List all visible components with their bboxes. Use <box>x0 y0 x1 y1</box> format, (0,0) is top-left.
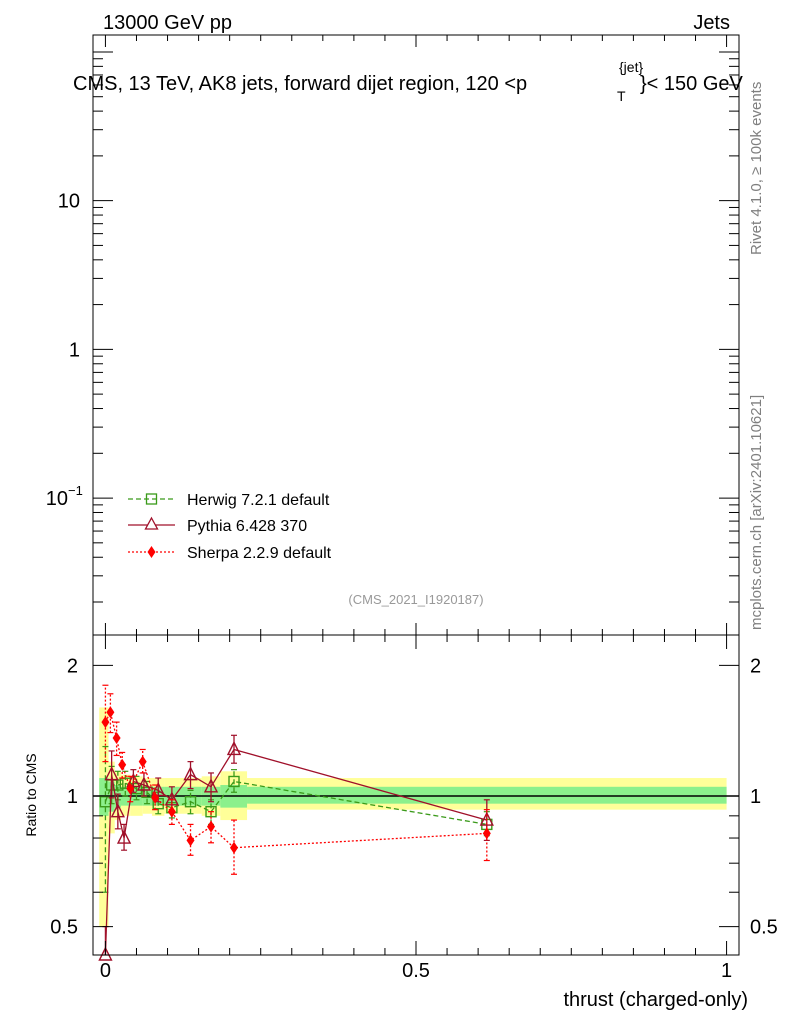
ratio-band-outer <box>99 707 109 927</box>
ratio-y-tick-label-left: 0.5 <box>50 917 78 939</box>
plot-title: CMS, 13 TeV, AK8 jets, forward dijet reg… <box>73 59 744 104</box>
ratio-y-tick-label-left: 2 <box>67 655 78 677</box>
legend: Herwig 7.2.1 default Pythia 6.428 370 Sh… <box>128 492 332 562</box>
main-y-tick-label: 1 <box>69 339 80 361</box>
data-point-pythia <box>203 778 219 793</box>
x-axis-label: thrust (charged-only) <box>563 989 748 1011</box>
legend-marker-herwig <box>145 493 158 505</box>
main-y-tick-label: 10 <box>46 488 68 510</box>
collision-label: 13000 GeV pp <box>103 12 232 34</box>
data-point-sherpa <box>167 805 176 818</box>
plot-title-tail: }< 150 GeV <box>640 73 744 95</box>
data-point-pythia <box>226 740 242 756</box>
main-y-tick-exponent: −1 <box>68 483 83 498</box>
legend-entry-herwig: Herwig 7.2.1 default <box>128 492 330 509</box>
data-point-sherpa <box>151 791 160 804</box>
legend-entry-pythia: Pythia 6.428 370 <box>128 516 307 535</box>
legend-entry-sherpa: Sherpa 2.2.9 default <box>128 545 332 562</box>
data-point-sherpa <box>126 782 135 795</box>
data-point-sherpa <box>138 755 147 768</box>
ratio-panel: 2 2 1 1 0.5 0.5 0 0.5 1 <box>50 634 778 982</box>
data-point-pythia <box>104 766 119 781</box>
data-point-pythia <box>110 803 125 818</box>
data-point-sherpa <box>230 841 239 854</box>
legend-label-pythia: Pythia 6.428 370 <box>187 518 307 535</box>
data-point-herwig <box>184 796 197 808</box>
legend-label-herwig: Herwig 7.2.1 default <box>187 492 330 509</box>
plot-title-sub: T <box>617 88 626 104</box>
data-point-sherpa <box>101 716 110 729</box>
analysis-watermark: (CMS_2021_I1920187) <box>348 592 483 607</box>
data-point-herwig <box>205 805 217 818</box>
ratio-y-tick-label-right: 2 <box>750 655 761 677</box>
mcplots-label: mcplots.cern.ch [arXiv:2401.10621] <box>748 395 765 630</box>
data-point-pythia <box>479 811 494 826</box>
plot-title-sup: {jet} <box>619 59 643 75</box>
plot-title-main: CMS, 13 TeV, AK8 jets, forward dijet reg… <box>73 73 527 95</box>
x-tick-label: 1 <box>721 960 732 982</box>
data-point-pythia <box>98 946 113 961</box>
legend-marker-pythia <box>144 516 159 530</box>
data-point-sherpa <box>106 706 115 719</box>
ratio-y-axis-label: Ratio to CMS <box>23 753 39 836</box>
data-point-herwig <box>228 775 240 788</box>
ratio-y-tick-label-right: 1 <box>750 786 761 808</box>
data-point-herwig <box>141 786 153 798</box>
data-point-pythia <box>136 776 152 791</box>
data-point-pythia <box>116 829 132 844</box>
x-tick-label: 0 <box>100 960 111 982</box>
ratio-y-tick-label-right: 0.5 <box>750 917 778 939</box>
data-point-sherpa <box>118 758 127 771</box>
data-point-sherpa <box>207 820 216 833</box>
ratio-y-tick-label-left: 1 <box>67 786 78 808</box>
ratio-band-inner <box>247 786 727 804</box>
data-point-pythia <box>164 791 180 806</box>
x-tick-label: 0.5 <box>402 960 430 982</box>
data-point-pythia <box>183 766 198 781</box>
process-label: Jets <box>693 12 730 34</box>
data-point-sherpa <box>112 732 121 745</box>
data-point-sherpa <box>186 834 195 847</box>
data-point-sherpa <box>482 827 491 840</box>
legend-label-sherpa: Sherpa 2.2.9 default <box>187 545 332 562</box>
main-y-tick-label: 10 <box>58 191 80 213</box>
rivet-version-label: Rivet 4.1.0, ≥ 100k events <box>748 82 765 255</box>
legend-marker-sherpa <box>147 546 156 558</box>
